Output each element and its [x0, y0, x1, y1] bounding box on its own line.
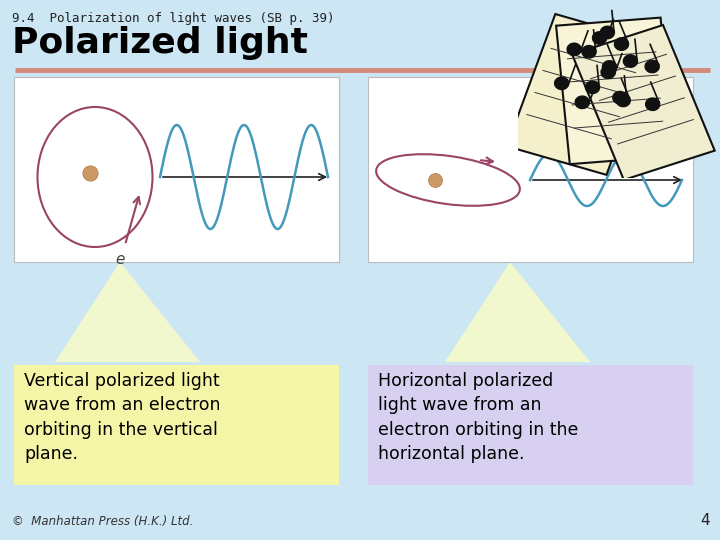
Polygon shape — [507, 14, 655, 175]
Polygon shape — [445, 262, 590, 362]
Text: 4: 4 — [701, 513, 710, 528]
Text: Polarized light: Polarized light — [12, 26, 308, 60]
Text: Horizontal polarized
light wave from an
electron orbiting in the
horizontal plan: Horizontal polarized light wave from an … — [378, 372, 578, 463]
Circle shape — [616, 94, 630, 107]
FancyBboxPatch shape — [368, 365, 693, 485]
FancyBboxPatch shape — [14, 365, 339, 485]
Polygon shape — [556, 18, 674, 164]
Polygon shape — [55, 262, 200, 362]
Circle shape — [567, 43, 581, 56]
Circle shape — [600, 26, 614, 39]
Circle shape — [645, 60, 660, 73]
Circle shape — [554, 77, 569, 90]
Circle shape — [582, 45, 596, 58]
Text: 9.4  Polarization of light waves (SB p. 39): 9.4 Polarization of light waves (SB p. 3… — [12, 12, 335, 25]
FancyBboxPatch shape — [368, 77, 693, 262]
Polygon shape — [572, 25, 715, 180]
Text: e: e — [115, 252, 125, 267]
Circle shape — [575, 96, 589, 109]
Circle shape — [593, 32, 606, 44]
Circle shape — [601, 66, 615, 78]
Circle shape — [603, 60, 616, 73]
Text: ©  Manhattan Press (H.K.) Ltd.: © Manhattan Press (H.K.) Ltd. — [12, 515, 194, 528]
Circle shape — [585, 81, 600, 93]
Circle shape — [624, 55, 637, 68]
Circle shape — [613, 91, 627, 104]
Circle shape — [614, 38, 629, 50]
Circle shape — [646, 98, 660, 111]
Text: Vertical polarized light
wave from an electron
orbiting in the vertical
plane.: Vertical polarized light wave from an el… — [24, 372, 220, 463]
FancyBboxPatch shape — [14, 77, 339, 262]
